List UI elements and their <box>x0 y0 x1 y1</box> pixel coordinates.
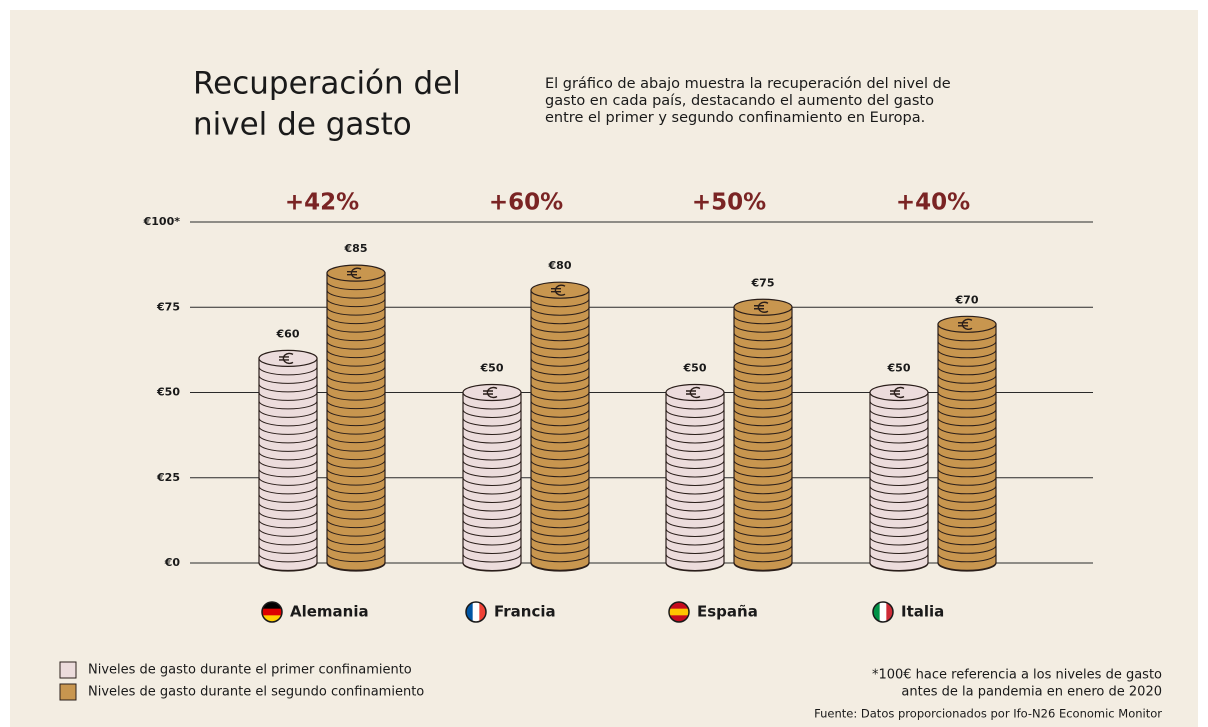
coin-stack <box>463 385 521 572</box>
stack-body <box>666 393 724 572</box>
flag-icon <box>873 602 894 622</box>
coin-stack <box>327 265 385 571</box>
chart-title: Recuperación del <box>193 66 461 102</box>
footnote: *100€ hace referencia a los niveles de g… <box>872 668 1162 683</box>
flag-icon <box>262 602 282 623</box>
legend-label: Niveles de gasto durante el primer confi… <box>88 663 412 678</box>
stack-body <box>259 358 317 571</box>
stack-body <box>327 273 385 571</box>
value-label: €80 <box>548 259 572 272</box>
coin-stack <box>531 282 589 571</box>
value-label: €85 <box>344 242 368 255</box>
chart-title: nivel de gasto <box>193 107 412 143</box>
coin-stack <box>259 350 317 571</box>
flag-icon <box>669 602 689 623</box>
legend-label: Niveles de gasto durante el segundo conf… <box>88 685 424 700</box>
increase-label: +60% <box>489 190 563 216</box>
stack-body <box>870 393 928 572</box>
stack-body <box>463 393 521 572</box>
y-tick-label: €0 <box>164 556 181 569</box>
value-label: €50 <box>683 362 707 375</box>
coin-stack <box>666 385 724 572</box>
flag-stripe <box>473 602 480 622</box>
legend-swatch <box>60 684 76 700</box>
value-label: €50 <box>480 362 504 375</box>
y-tick-label: €25 <box>156 471 180 484</box>
flag-stripe <box>262 609 282 616</box>
increase-label: +40% <box>896 190 970 216</box>
y-tick-label: €75 <box>156 300 180 313</box>
flag-stripe <box>880 602 887 622</box>
x-tick-label: España <box>697 603 758 621</box>
source: Fuente: Datos proporcionados por Ifo-N26… <box>814 707 1162 721</box>
value-label: €60 <box>276 327 300 340</box>
value-label: €70 <box>955 293 979 306</box>
subtitle: El gráfico de abajo muestra la recuperac… <box>545 76 951 92</box>
value-label: €50 <box>887 362 911 375</box>
coin-stack <box>870 385 928 572</box>
y-tick-label: €100* <box>143 215 181 228</box>
increase-label: +42% <box>285 190 359 216</box>
chart: Recuperación del nivel de gasto El gráfi… <box>0 0 1208 727</box>
coin-stack <box>734 299 792 571</box>
x-tick-label: Alemania <box>290 603 369 621</box>
y-tick-label: €50 <box>156 386 180 399</box>
flag-icon <box>466 602 487 622</box>
x-tick-label: Francia <box>494 603 556 621</box>
flag-stripe <box>669 609 689 616</box>
coin-stack <box>938 316 996 571</box>
legend-swatch <box>60 662 76 678</box>
increase-label: +50% <box>692 190 766 216</box>
footnote: antes de la pandemia en enero de 2020 <box>901 685 1162 700</box>
value-label: €75 <box>751 276 775 289</box>
subtitle: gasto en cada país, destacando el aument… <box>545 93 934 109</box>
x-tick-label: Italia <box>901 603 944 621</box>
subtitle: entre el primer y segundo confinamiento … <box>545 110 925 126</box>
